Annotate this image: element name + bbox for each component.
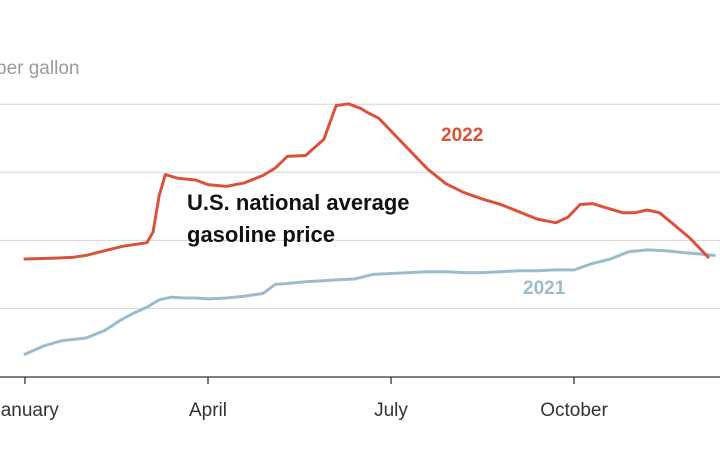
series-label-2022: 2022 bbox=[441, 125, 483, 146]
series-line-2021 bbox=[23, 248, 716, 356]
series-label-2021: 2021 bbox=[523, 278, 566, 299]
x-tick-label-2: July bbox=[374, 400, 408, 421]
series-lines bbox=[23, 102, 716, 356]
y-unit-label: per gallon bbox=[0, 58, 79, 79]
x-axis-ticks: January April July October bbox=[0, 377, 608, 421]
annotation-line-2: gasoline price bbox=[187, 222, 335, 247]
gridlines bbox=[0, 103, 720, 309]
x-tick-label-3: October bbox=[540, 400, 608, 421]
series-line-2022 bbox=[23, 102, 710, 261]
annotation-line-1: U.S. national average bbox=[187, 190, 410, 215]
x-tick-label-0: January bbox=[0, 400, 59, 421]
x-tick-label-1: April bbox=[189, 400, 227, 421]
